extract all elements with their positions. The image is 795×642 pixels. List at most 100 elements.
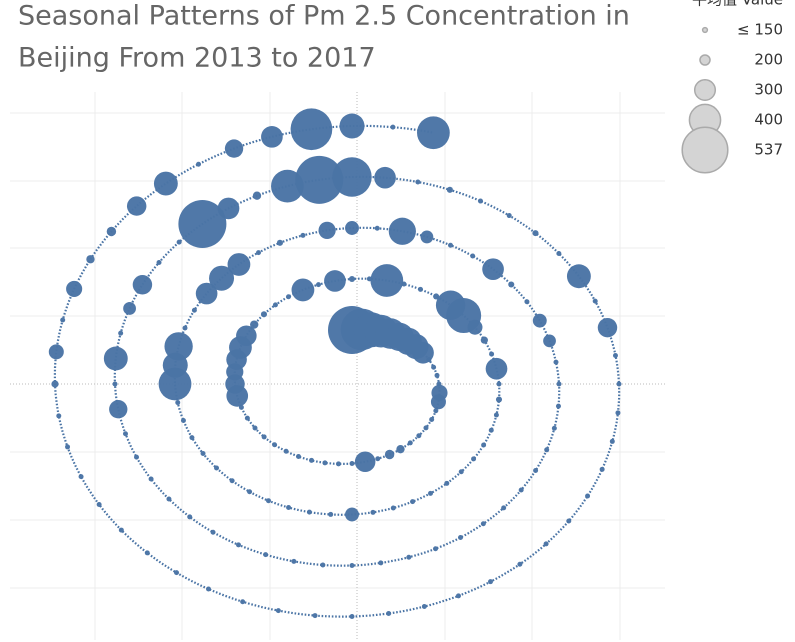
bubble: [489, 351, 495, 357]
plot: [48, 108, 622, 619]
bubble: [433, 408, 439, 414]
bubble: [485, 357, 508, 380]
bubble: [480, 521, 486, 527]
bubble: [166, 496, 172, 502]
bubble: [286, 505, 292, 511]
bubble: [272, 442, 278, 448]
bubble: [444, 480, 450, 486]
bubble: [616, 381, 622, 387]
bubble: [225, 374, 245, 394]
legend-label: 537: [754, 141, 783, 159]
bubble: [118, 527, 124, 533]
legend-symbol: [693, 78, 717, 102]
bubble: [592, 298, 598, 304]
bubble: [324, 270, 346, 292]
bubble: [295, 155, 344, 204]
bubble: [458, 469, 464, 475]
bubble: [286, 294, 291, 300]
bubble: [191, 307, 197, 313]
bubble: [478, 198, 483, 204]
bubble: [431, 364, 437, 370]
bubble: [236, 542, 241, 548]
bubble: [315, 282, 321, 288]
bubble: [244, 415, 250, 421]
bubble: [148, 476, 154, 482]
bubble: [51, 380, 59, 388]
bubble: [426, 357, 432, 363]
bubble: [349, 614, 355, 619]
bubble: [182, 325, 188, 331]
bubble: [471, 456, 477, 462]
bubble: [180, 418, 186, 424]
legend-symbol: [681, 126, 729, 174]
bubble: [349, 461, 355, 466]
bubble: [374, 225, 380, 231]
bubble: [261, 434, 267, 440]
bubble: [374, 166, 396, 189]
bubble: [291, 278, 315, 302]
bubble: [416, 433, 422, 439]
bubble: [506, 213, 512, 219]
bubble: [390, 124, 396, 130]
bubble: [291, 558, 297, 564]
bubble: [446, 186, 453, 193]
bubble: [544, 447, 550, 453]
bubble: [518, 487, 524, 493]
bubble: [585, 493, 591, 499]
bubble: [306, 509, 312, 515]
bubble: [597, 317, 618, 338]
bubble: [533, 468, 539, 473]
bubble: [480, 336, 488, 344]
bubble: [370, 509, 376, 515]
bubble: [134, 454, 140, 460]
bubble: [543, 334, 556, 348]
chart-title: Seasonal Patterns of Pm 2.5 Concentratio…: [18, 1, 630, 32]
bubble: [328, 511, 334, 517]
bubble: [272, 302, 278, 308]
bubble: [224, 139, 244, 158]
bubble: [421, 604, 427, 610]
legend-symbol: [699, 54, 711, 66]
bubble: [407, 440, 413, 446]
bubble: [214, 465, 220, 471]
bubble: [300, 232, 306, 238]
bubble: [348, 275, 356, 283]
bubble: [247, 489, 253, 495]
legend: ≤ 150 200 300 400 537: [681, 21, 783, 174]
grid: [10, 92, 665, 640]
bubble: [164, 332, 193, 361]
bubble: [488, 427, 494, 433]
bubble: [296, 454, 301, 460]
bubble: [566, 264, 591, 289]
bubble: [250, 320, 259, 329]
bubble: [196, 161, 201, 167]
bubble: [60, 317, 66, 323]
bubble: [195, 282, 218, 305]
bubble: [144, 550, 150, 556]
bubble: [532, 313, 547, 328]
bubble: [612, 352, 618, 358]
bubble: [106, 226, 117, 237]
bubble: [266, 498, 271, 504]
bubble: [386, 610, 392, 616]
bubble: [566, 518, 572, 524]
bubble: [283, 448, 289, 454]
bubble: [103, 346, 128, 371]
bubble: [210, 529, 216, 535]
bubble: [229, 478, 235, 484]
bubble: [206, 586, 211, 592]
bubble: [417, 116, 450, 150]
bubble: [410, 499, 416, 505]
bubble: [48, 344, 64, 360]
bubble: [175, 400, 181, 406]
bubble: [532, 230, 539, 237]
bubble: [290, 108, 333, 151]
legend-label: 200: [754, 51, 783, 69]
bubble: [493, 412, 499, 418]
bubble: [156, 260, 162, 266]
bubble: [609, 438, 615, 444]
bubble: [261, 126, 283, 148]
legend-label: 400: [754, 111, 783, 129]
bubble: [406, 554, 412, 560]
